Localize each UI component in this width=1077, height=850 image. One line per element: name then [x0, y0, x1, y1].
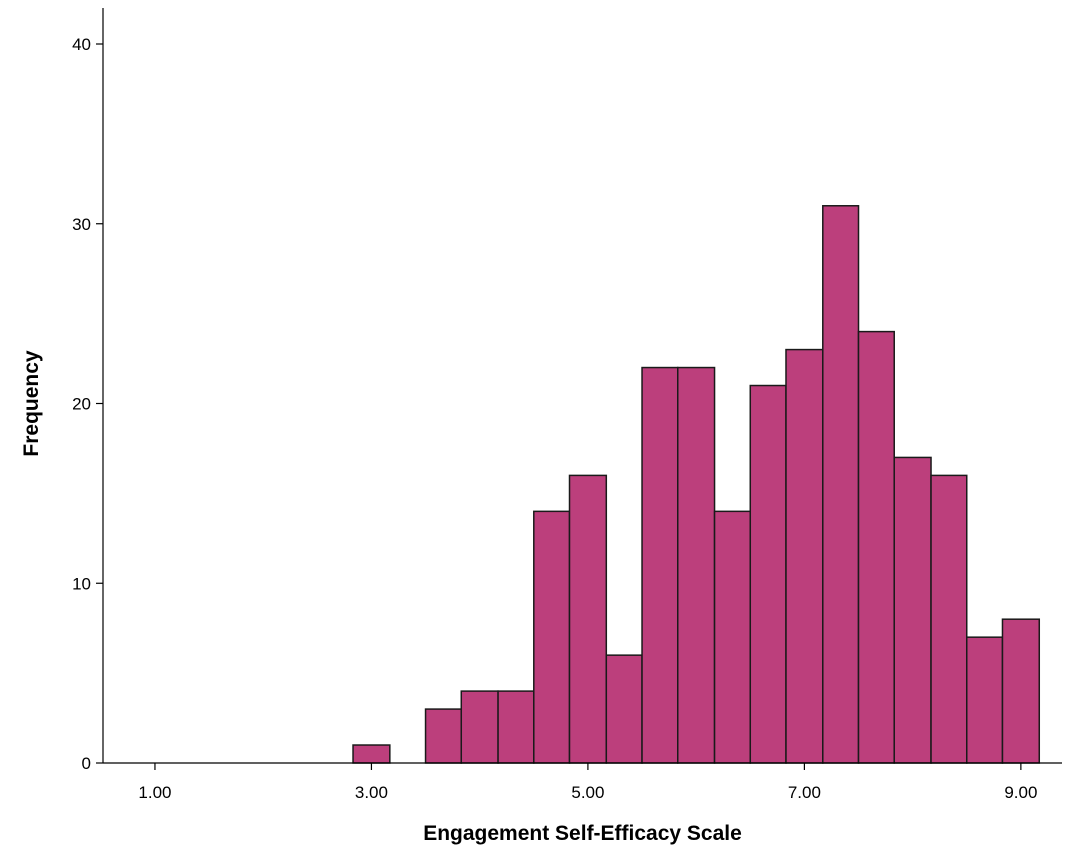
- histogram-bar: [497, 690, 535, 764]
- histogram-bar: [785, 348, 824, 764]
- histogram-bar: [893, 456, 932, 764]
- x-axis-title: Engagement Self-Efficacy Scale: [423, 822, 742, 845]
- histogram-bar: [1001, 618, 1041, 764]
- x-tick-label: 5.00: [571, 783, 604, 802]
- x-tick-label: 3.00: [355, 783, 388, 802]
- histogram-bar: [822, 205, 860, 764]
- y-tick-label: 30: [72, 215, 91, 234]
- histogram-bar: [424, 708, 463, 764]
- histogram-bar: [605, 654, 643, 764]
- histogram-bar: [460, 690, 499, 764]
- y-axis-title: Frequency: [20, 350, 43, 457]
- histogram-bar: [966, 636, 1004, 764]
- histogram-bar: [713, 510, 752, 764]
- y-ticks: 0 10 20 30 40: [72, 35, 103, 773]
- histogram-bar: [749, 384, 787, 764]
- x-tick-label: 7.00: [788, 783, 821, 802]
- histogram-bar: [568, 474, 608, 764]
- x-tick-label: 9.00: [1004, 783, 1037, 802]
- histogram-bar: [352, 744, 391, 764]
- histogram-bar: [533, 510, 571, 764]
- y-tick-label: 0: [82, 754, 91, 773]
- histogram-bar: [857, 330, 895, 764]
- y-tick-label: 10: [72, 574, 91, 593]
- x-ticks: 1.00 3.00 5.00 7.00 9.00: [138, 763, 1037, 802]
- x-tick-label: 1.00: [138, 783, 171, 802]
- y-tick-label: 40: [72, 35, 91, 54]
- y-tick-label: 20: [72, 395, 91, 414]
- histogram-bar: [641, 366, 679, 764]
- histogram-bar: [677, 366, 716, 764]
- bars-layer: [352, 205, 1041, 764]
- axes-layer: [102, 8, 1062, 764]
- histogram-bar: [930, 474, 968, 764]
